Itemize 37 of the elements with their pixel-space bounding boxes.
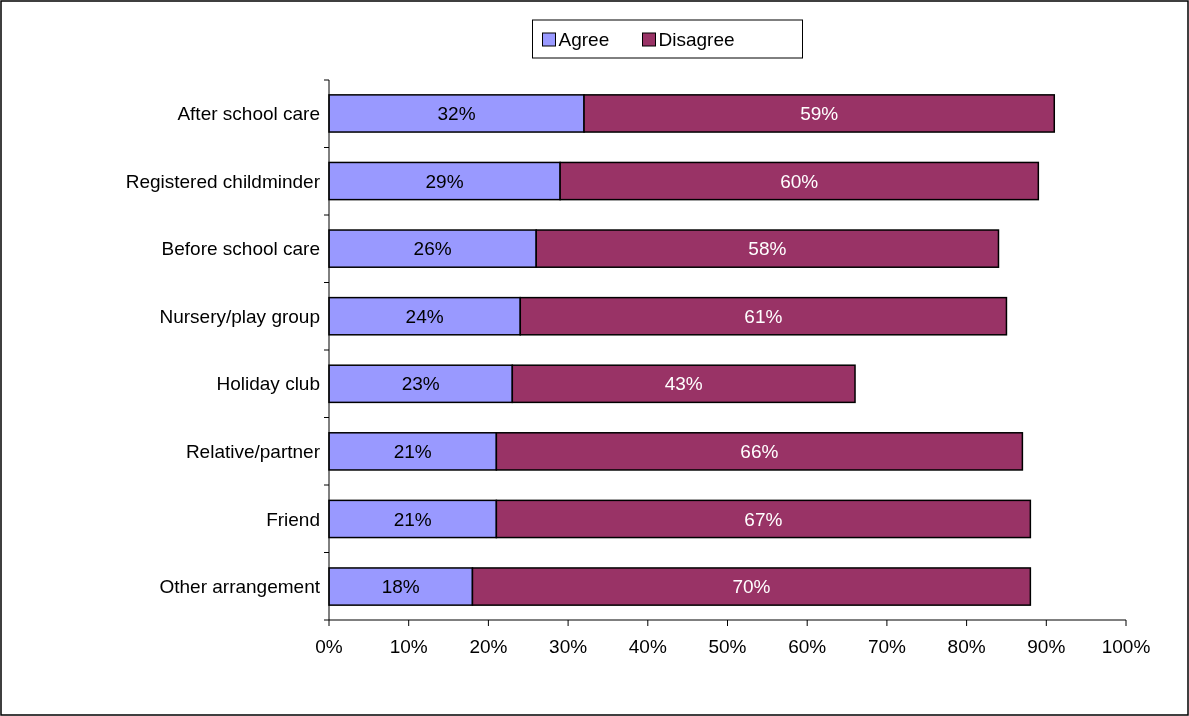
data-label: 32%	[437, 103, 476, 125]
y-tick-label: Other arrangement	[159, 576, 321, 598]
x-tick-label: 90%	[1027, 636, 1066, 657]
data-label: 66%	[740, 441, 779, 463]
x-tick-label: 0%	[315, 636, 343, 657]
data-label: 67%	[744, 508, 783, 530]
x-tick-label: 60%	[788, 636, 827, 657]
y-tick-label: Holiday club	[216, 373, 320, 395]
y-tick-label: Relative/partner	[185, 441, 321, 463]
y-tick-label: Registered childminder	[125, 170, 321, 192]
x-tick-label: 40%	[628, 636, 667, 657]
data-label: 21%	[393, 441, 432, 463]
data-label: 58%	[748, 238, 787, 260]
y-tick-label: Friend	[266, 508, 320, 530]
data-label: 29%	[425, 170, 464, 192]
data-label: 43%	[664, 373, 703, 395]
x-tick-label: 80%	[947, 636, 986, 657]
y-tick-label: After school care	[177, 103, 320, 125]
y-tick-label: Before school care	[161, 238, 320, 260]
x-tick-label: 50%	[708, 636, 747, 657]
x-tick-label: 70%	[867, 636, 907, 657]
data-label: 60%	[780, 170, 819, 192]
data-label: 23%	[401, 373, 440, 395]
x-tick-label: 100%	[1101, 636, 1151, 657]
y-tick-label: Nursery/play group	[159, 305, 320, 327]
legend-label: Agree	[558, 28, 610, 50]
data-label: 59%	[800, 103, 839, 125]
data-label: 61%	[744, 305, 783, 327]
data-label: 24%	[405, 305, 444, 327]
legend-label: Disagree	[658, 28, 735, 50]
data-label: 70%	[732, 576, 771, 598]
x-tick-label: 10%	[389, 636, 428, 657]
x-tick-label: 20%	[469, 636, 508, 657]
x-tick-label: 30%	[549, 636, 588, 657]
data-label: 21%	[393, 508, 432, 530]
data-label: 18%	[381, 576, 420, 598]
data-label: 26%	[413, 238, 452, 260]
